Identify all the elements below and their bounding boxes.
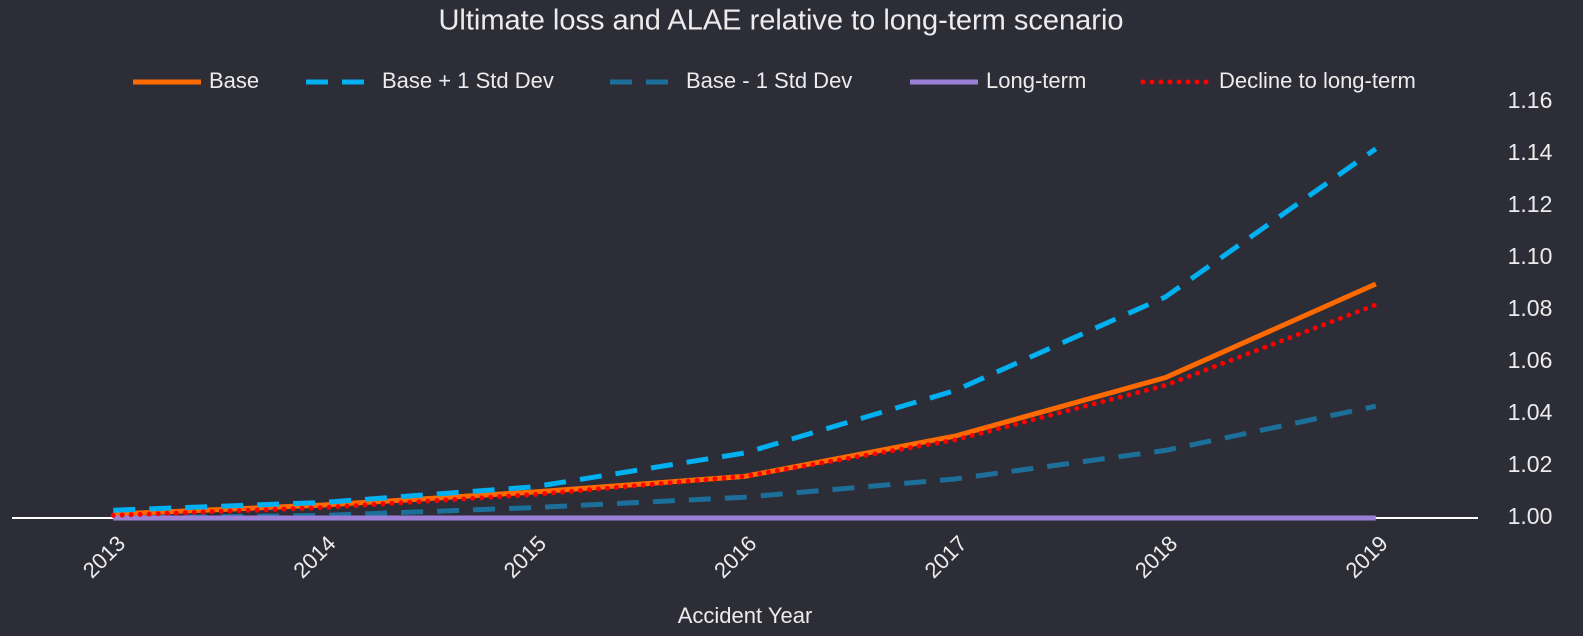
legend-label: Long-term	[986, 68, 1086, 93]
legend-label: Base	[209, 68, 259, 93]
y-tick-label: 1.10	[1508, 243, 1553, 269]
series-line	[113, 403, 1377, 521]
chart-title: Ultimate loss and ALAE relative to long-…	[438, 5, 1123, 37]
y-tick-label: 1.06	[1508, 347, 1553, 373]
y-tick-label: 1.14	[1508, 139, 1553, 165]
series-line	[110, 302, 1379, 518]
legend-label: Base + 1 Std Dev	[382, 68, 554, 93]
series-line	[113, 146, 1378, 513]
legend-label: Base - 1 Std Dev	[686, 68, 852, 93]
y-tick-label: 1.12	[1508, 191, 1553, 217]
series-line	[113, 281, 1377, 517]
legend-label: Decline to long-term	[1219, 68, 1416, 93]
x-axis-label: Accident Year	[678, 603, 813, 628]
y-tick-label: 1.16	[1508, 87, 1553, 113]
y-tick-label: 1.04	[1508, 399, 1553, 425]
y-tick-label: 1.02	[1508, 451, 1553, 477]
y-tick-label: 1.08	[1508, 295, 1553, 321]
y-tick-label: 1.00	[1508, 503, 1553, 529]
